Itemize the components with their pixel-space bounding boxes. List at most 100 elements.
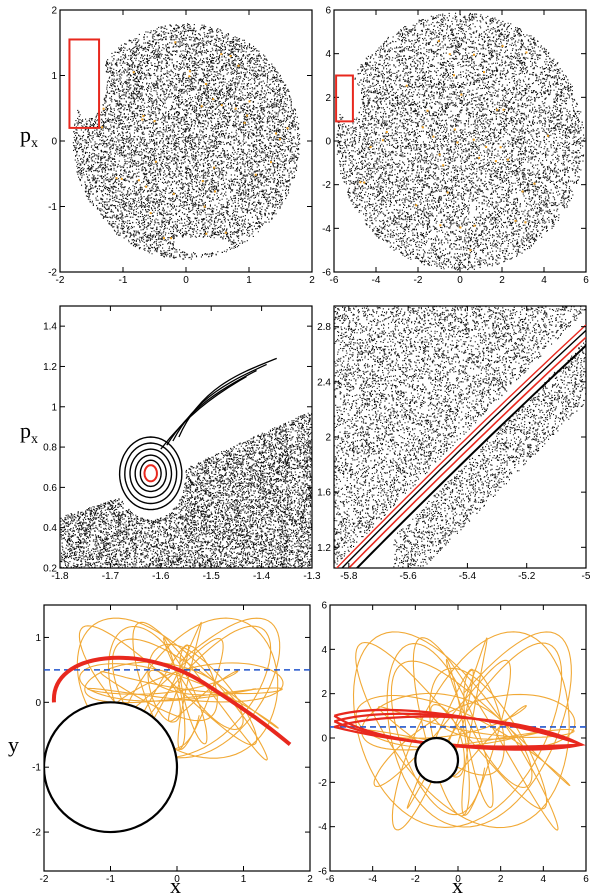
- xtick-label: -5.4: [459, 571, 477, 582]
- xtick-label: -1.4: [253, 571, 271, 582]
- xtick-label: -1: [119, 275, 128, 286]
- ytick-label: 0: [35, 698, 41, 709]
- xtick-label: -2: [56, 275, 65, 286]
- ytick-label: 0.4: [43, 523, 57, 534]
- ytick-label: -2: [48, 268, 57, 279]
- xtick-label: -1.8: [51, 571, 69, 582]
- ytick-label: 2: [51, 6, 57, 17]
- ytick-label: 0: [51, 137, 57, 148]
- xtick-label: -5.6: [400, 571, 418, 582]
- ytick-label: -4: [318, 822, 327, 833]
- red-periodic-orbit: [51, 655, 292, 747]
- xtick-label: -1.3: [303, 571, 321, 582]
- p3-plot-area: [60, 357, 312, 568]
- chaotic-sea: [72, 23, 301, 260]
- xtick-label: 2: [309, 275, 315, 286]
- xtick-label: -1.5: [203, 571, 221, 582]
- island-contour: [118, 436, 183, 511]
- xtick-label: -2: [411, 874, 420, 885]
- ytick-label: 0.8: [43, 443, 57, 454]
- xtick-label: 1: [241, 874, 247, 885]
- ylabel-p1: px: [20, 122, 38, 151]
- ytick-label: 4: [325, 49, 331, 60]
- ytick-label: -4: [322, 224, 331, 235]
- xtick-label: 0: [457, 275, 463, 286]
- xtick-label: -5.8: [340, 571, 358, 582]
- xtick-label: 2: [499, 275, 505, 286]
- ytick-label: 1.2: [43, 362, 57, 373]
- zoom-box: [68, 38, 101, 129]
- xtick-label: -1.7: [102, 571, 120, 582]
- ylabel-p3: px: [20, 418, 38, 447]
- ytick-label: 0: [325, 137, 331, 148]
- ytick-label: 6: [325, 6, 331, 17]
- ytick-label: 1: [51, 402, 57, 413]
- island-contour: [139, 459, 162, 488]
- ytick-label: -6: [318, 867, 327, 878]
- island-tail: [166, 369, 257, 446]
- xtick-label: 4: [541, 275, 547, 286]
- resonant-band: [347, 336, 586, 568]
- red-periodic-orbit: [333, 708, 583, 748]
- ytick-label: -2: [32, 828, 41, 839]
- obstacle-disk: [414, 736, 460, 784]
- xtick-label: -4: [372, 275, 381, 286]
- ytick-label: 2: [325, 433, 331, 444]
- panel-3: -1.8 -1.7 -1.6 -1.5 -1.4 -1.3 0.2 0.4 0.6 0.8 1 1.2…: [43, 306, 321, 582]
- ytick-label: 0: [321, 734, 327, 745]
- orange-orbit-points: [359, 40, 549, 252]
- resonant-band: [355, 344, 586, 568]
- orange-trajectory: [352, 631, 576, 831]
- ytick-label: 2: [321, 689, 327, 700]
- ytick-label: -1: [32, 763, 41, 774]
- island-contour: [134, 454, 168, 493]
- p1-plot-area: [72, 23, 301, 260]
- orange-trajectory: [76, 617, 284, 761]
- xtick-label: -6: [326, 874, 335, 885]
- ytick-label: 2.8: [317, 322, 331, 333]
- xlabel-p6: x: [452, 873, 463, 895]
- xtick-label: -1: [106, 874, 115, 885]
- ytick-label: 0.2: [43, 564, 57, 575]
- xtick-label: -2: [414, 275, 423, 286]
- obstacle-disk: [44, 701, 179, 834]
- ytick-label: 4: [321, 645, 327, 656]
- xtick-label: -5.2: [518, 571, 536, 582]
- panel-4: -5.8 -5.6 -5.4 -5.2 -5 1.2 1.6 2 2.4 2.8: [317, 306, 591, 582]
- ytick-label: 1: [51, 71, 57, 82]
- ytick-label: -2: [318, 778, 327, 789]
- xtick-label: -2: [40, 874, 49, 885]
- island-tail: [160, 375, 247, 450]
- island-tail: [172, 363, 267, 442]
- xtick-label: -5: [582, 571, 591, 582]
- xtick-label: 6: [583, 874, 589, 885]
- ytick-label: 1: [35, 633, 41, 644]
- ytick-label: -1: [48, 202, 57, 213]
- panel-2-frame: [333, 9, 587, 273]
- zoom-box: [335, 74, 354, 123]
- p2-plot-area: [336, 12, 585, 271]
- island-contour: [129, 448, 173, 499]
- panel-4-frame: [333, 305, 587, 569]
- panel-2: -6 -4 -2 0 2 4 6 -6 -4 -2 0 2 4 6: [322, 6, 589, 287]
- island-contour: [124, 442, 178, 505]
- panel-6: -6 -4 -2 0 2 4 6 -6 -4 -2 0 2 4 6: [318, 601, 589, 886]
- xtick-label: 0: [183, 275, 189, 286]
- ytick-label: 2: [325, 93, 331, 104]
- chaotic-sea: [60, 412, 312, 568]
- xtick-label: 0: [174, 874, 180, 885]
- p5-plot-area: [44, 617, 310, 834]
- xtick-label: 1: [246, 275, 252, 286]
- xtick-label: -6: [330, 275, 339, 286]
- chaotic-sea: [336, 12, 585, 271]
- panel-5: -2 -1 0 1 2 -2 -1 0 1: [32, 605, 313, 885]
- xtick-label: 2: [498, 874, 504, 885]
- ytick-label: 1.4: [43, 322, 57, 333]
- ytick-label: 0.6: [43, 483, 57, 494]
- xtick-label: 0: [455, 874, 461, 885]
- panel-1: -2 -1 0 1 2 -2 -1 0 1 2: [48, 6, 315, 287]
- ytick-label: -6: [322, 268, 331, 279]
- chaotic-sea: [334, 306, 586, 568]
- ytick-label: 1.2: [317, 543, 331, 554]
